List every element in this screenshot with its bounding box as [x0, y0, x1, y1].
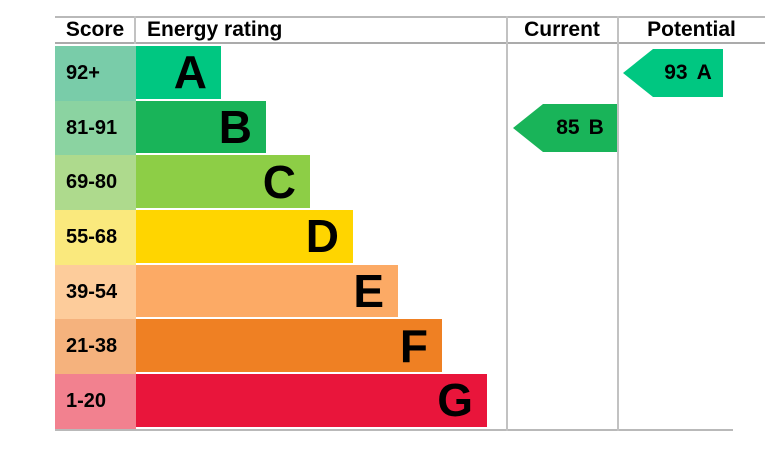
band-bar-b: B [136, 100, 266, 154]
band-row-g: 1-20 G [55, 374, 505, 429]
band-row-d: 55-68 D [55, 210, 505, 265]
band-row-c: 69-80 C [55, 155, 505, 211]
band-row-e: 39-54 E [55, 264, 505, 320]
current-rating-arrow: 85 B [513, 104, 617, 152]
band-score-range: 92+ [55, 46, 136, 101]
band-score-range: 21-38 [55, 319, 136, 375]
band-bar-a: A [136, 46, 221, 99]
band-bar-g: G [136, 374, 487, 427]
score-column-divider [134, 16, 136, 44]
band-letter: B [218, 101, 252, 154]
band-letter: E [353, 265, 384, 318]
band-row-a: 92+ A [55, 46, 505, 101]
header-energy-rating: Energy rating [147, 18, 283, 41]
current-column-divider [506, 16, 508, 431]
header-score: Score [65, 18, 125, 41]
band-score-range: 1-20 [55, 374, 136, 429]
table-top-border [55, 16, 765, 18]
band-bar-e: E [136, 264, 398, 318]
band-letter: C [262, 155, 296, 208]
band-score-range: 55-68 [55, 210, 136, 265]
band-row-b: 81-91 B [55, 100, 505, 156]
current-rating-value: 85 [556, 116, 580, 139]
band-row-f: 21-38 F [55, 319, 505, 375]
band-score-range: 39-54 [55, 264, 136, 320]
band-letter: G [437, 374, 473, 427]
header-bottom-border [55, 42, 765, 44]
band-bar-d: D [136, 210, 353, 263]
band-letter: D [305, 210, 339, 263]
band-letter: F [399, 319, 428, 372]
band-score-range: 69-80 [55, 155, 136, 211]
band-bar-f: F [136, 319, 442, 373]
header-potential: Potential [647, 18, 736, 41]
header-current: Current [524, 18, 600, 41]
band-letter: A [173, 46, 207, 99]
potential-rating-grade: A [696, 61, 712, 84]
table-bottom-border [55, 429, 733, 431]
band-score-range: 81-91 [55, 100, 136, 156]
potential-rating-value: 93 [664, 61, 688, 84]
current-rating-grade: B [588, 116, 604, 139]
potential-column-divider [617, 16, 619, 431]
band-bar-c: C [136, 155, 310, 209]
potential-rating-arrow: 93 A [623, 49, 723, 97]
rating-bands: 92+ A 81-91 B 69-80 C 55-68 D 39-54 E 21… [55, 46, 505, 429]
